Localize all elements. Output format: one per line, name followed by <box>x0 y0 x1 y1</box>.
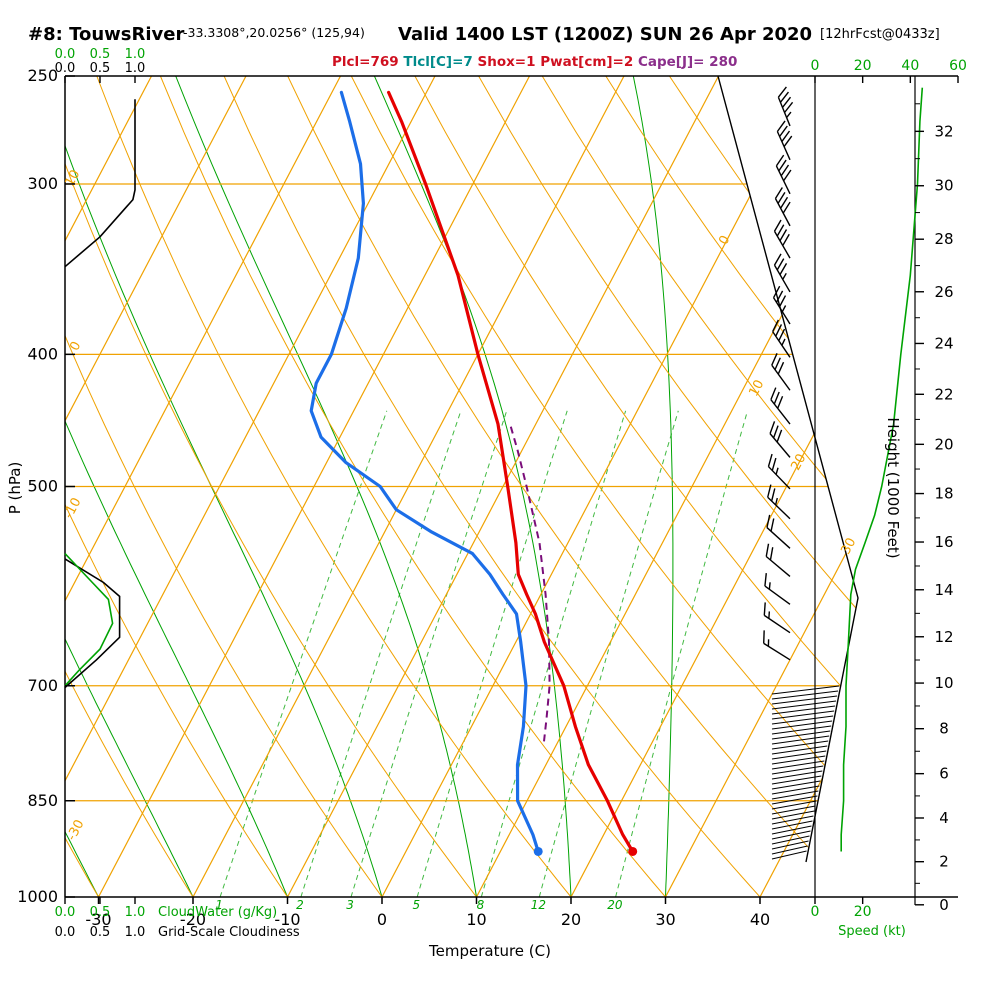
height-tick-label: 4 <box>939 809 949 827</box>
pressure-tick-label: 400 <box>27 344 58 363</box>
pressure-tick-label: 1000 <box>17 887 58 906</box>
stability-param: Shox=1 <box>473 54 536 70</box>
cloudwater-scale-title: CloudWater (g/Kg) <box>158 905 277 920</box>
pressure-axis-title: P (hPa) <box>6 462 24 515</box>
pressure-tick-label: 850 <box>27 791 58 810</box>
height-tick-label: 10 <box>934 674 953 692</box>
temperature-tick-label: 0 <box>377 910 387 929</box>
station-coords: -33.3308°,20.0256° (125,94) <box>183 25 365 40</box>
height-tick-label: 18 <box>934 485 953 503</box>
stability-param: Plcl=769 <box>332 54 399 70</box>
temperature-tick-label: 20 <box>561 910 581 929</box>
height-tick-label: 20 <box>934 435 953 453</box>
cloudwater-scale-bottom-label: 0.5 <box>90 905 111 920</box>
cloudiness-scale-top-label: 1.0 <box>125 61 146 76</box>
speed-bottom-tick-label: 0 <box>811 904 820 920</box>
height-tick-label: 32 <box>934 122 953 140</box>
surface-dewpoint-dot <box>534 847 543 856</box>
wind-barb-half-feather <box>769 582 770 589</box>
pressure-tick-label: 500 <box>27 477 58 496</box>
station-title: #8: TouwsRiver <box>28 24 184 45</box>
valid-time-title: Valid 1400 LST (1200Z) SUN 26 Apr 2020 <box>398 24 812 45</box>
height-tick-label: 28 <box>934 230 953 248</box>
mixing-ratio-label: 12 <box>531 898 546 912</box>
pressure-tick-label: 250 <box>27 66 58 85</box>
height-axis-title: Height (1000 Feet) <box>884 417 902 558</box>
pressure-tick-label: 700 <box>27 676 58 695</box>
speed-axis-title: Speed (kt) <box>838 924 906 939</box>
cloudwater-scale-top-label: 1.0 <box>125 47 146 62</box>
cloudiness-scale-top-label: 0.5 <box>90 61 111 76</box>
speed-top-tick-label: 0 <box>811 58 820 74</box>
cloudiness-scale-title: Grid-Scale Cloudiness <box>158 925 300 940</box>
stability-param: Tlcl[C]=7 <box>399 54 473 70</box>
speed-bottom-tick-label: 20 <box>854 904 872 920</box>
height-tick-label: 30 <box>934 177 953 195</box>
height-tick-label: 22 <box>934 385 953 403</box>
speed-top-tick-label: 40 <box>901 58 919 74</box>
mixing-ratio-label: 5 <box>412 898 420 912</box>
height-tick-label: 16 <box>934 533 953 551</box>
cloudiness-scale-top-label: 0.0 <box>55 61 76 76</box>
cloudwater-scale-top-label: 0.0 <box>55 47 76 62</box>
cloudwater-scale-top-label: 0.5 <box>90 47 111 62</box>
temperature-tick-label: 40 <box>750 910 770 929</box>
pressure-tick-label: 300 <box>27 174 58 193</box>
x-axis-title: Temperature (C) <box>428 942 551 960</box>
cloudwater-scale-bottom-label: 1.0 <box>125 905 146 920</box>
forecast-note: [12hrFcst@0433z] <box>820 27 940 42</box>
cloudiness-scale-bottom-label: 0.5 <box>90 925 111 940</box>
mixing-ratio-label: 3 <box>346 898 354 912</box>
stability-params-line: Plcl=769 Tlcl[C]=7 Shox=1 Pwat[cm]=2 Cap… <box>332 54 737 70</box>
height-tick-label: 24 <box>934 334 953 352</box>
surface-temperature-dot <box>628 847 637 856</box>
cloudiness-scale-bottom-label: 0.0 <box>55 925 76 940</box>
height-tick-label: 14 <box>934 581 953 599</box>
height-tick-label: 12 <box>934 628 953 646</box>
temperature-tick-label: 30 <box>655 910 675 929</box>
height-tick-label: 8 <box>939 720 949 738</box>
wind-barb-feather <box>764 602 765 615</box>
height-tick-label: 6 <box>939 765 949 783</box>
temperature-tick-label: 10 <box>466 910 486 929</box>
mixing-ratio-label: 20 <box>607 898 623 912</box>
stability-param: Cape[J]= 280 <box>633 54 737 70</box>
speed-top-tick-label: 20 <box>854 58 872 74</box>
height-tick-label: 0 <box>939 896 949 914</box>
speed-top-tick-label: 60 <box>949 58 967 74</box>
stability-param: Pwat[cm]=2 <box>536 54 634 70</box>
cloudiness-scale-bottom-label: 1.0 <box>125 925 146 940</box>
cloudwater-scale-bottom-label: 0.0 <box>55 905 76 920</box>
height-tick-label: 2 <box>939 853 949 871</box>
height-tick-label: 26 <box>934 283 953 301</box>
